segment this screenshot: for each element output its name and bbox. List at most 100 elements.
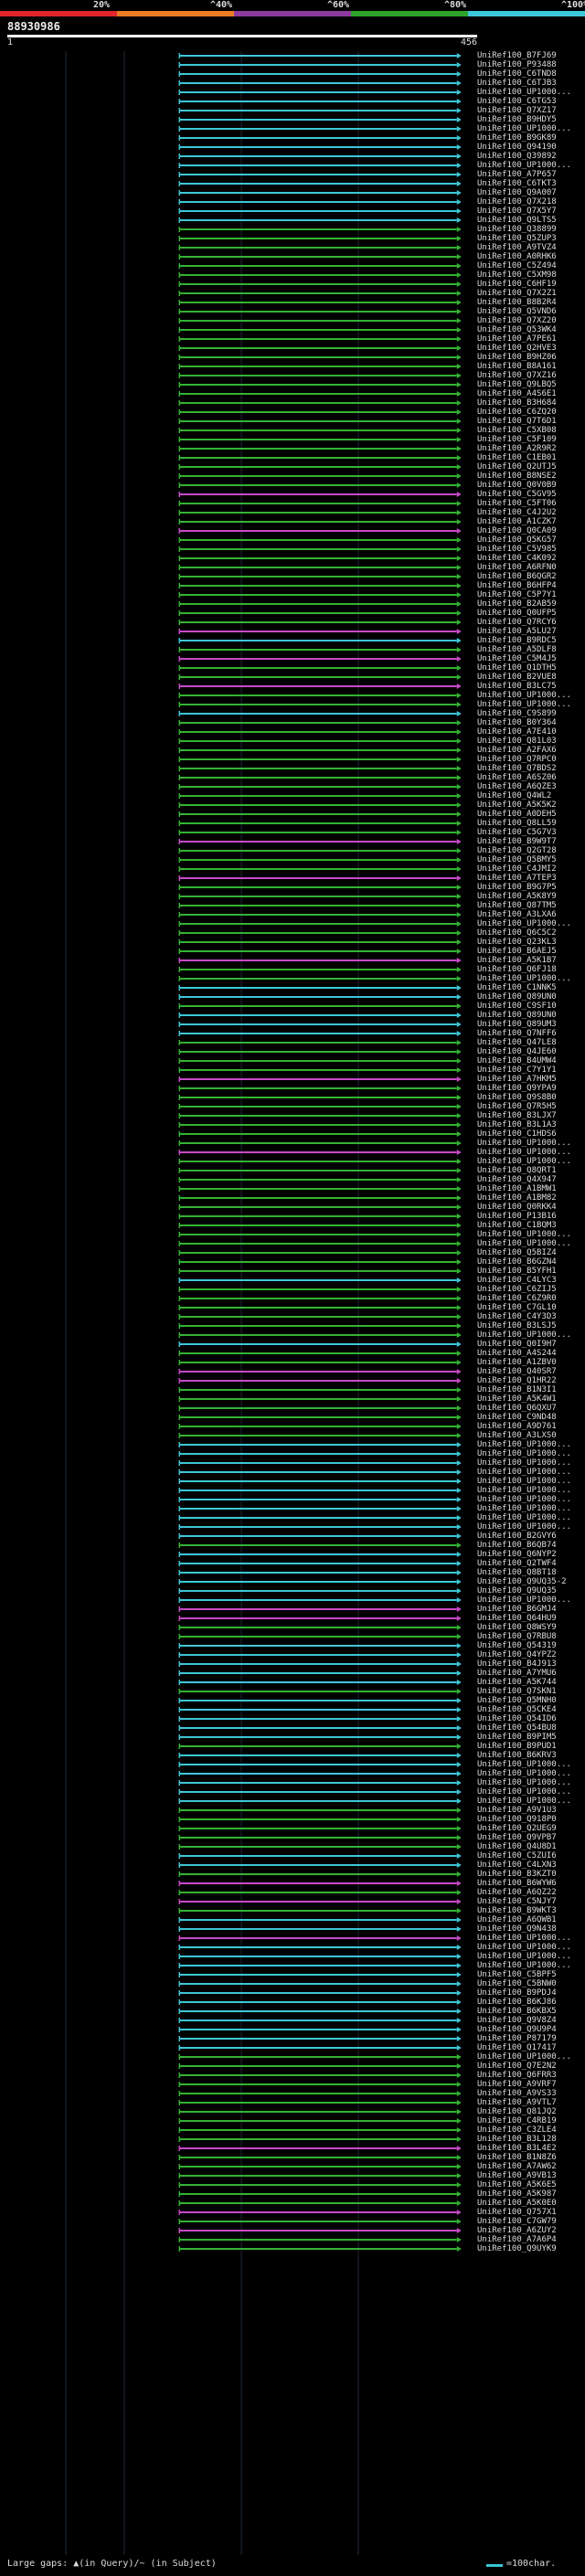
hit-label[interactable]: UniRef100_B7FJ69	[477, 51, 557, 60]
hit-label[interactable]: UniRef100_UP1000...	[477, 1495, 571, 1504]
hit-label[interactable]: UniRef100_C1NNK5	[477, 983, 557, 992]
hit-label[interactable]: UniRef100_A7TEP3	[477, 874, 557, 883]
hit-label[interactable]: UniRef100_UP1000...	[477, 1760, 571, 1769]
hit-label[interactable]: UniRef100_Q5BIZ4	[477, 1248, 557, 1257]
hit-label[interactable]: UniRef100_Q6NYP2	[477, 1550, 557, 1559]
hit-label[interactable]: UniRef100_C1BQM3	[477, 1221, 557, 1230]
hit-label[interactable]: UniRef100_B1N3I1	[477, 1385, 557, 1394]
hit-label[interactable]: UniRef100_A5K5K2	[477, 800, 557, 810]
hit-label[interactable]: UniRef100_Q7BDS2	[477, 764, 557, 773]
hit-label[interactable]: UniRef100_Q89UM3	[477, 1020, 557, 1029]
hit-label[interactable]: UniRef100_C4K092	[477, 554, 557, 563]
hit-label[interactable]: UniRef100_A5K0E0	[477, 2199, 557, 2208]
hit-label[interactable]: UniRef100_B9PUD1	[477, 1742, 557, 1751]
hit-label[interactable]: UniRef100_UP1000...	[477, 919, 571, 928]
hit-label[interactable]: UniRef100_C6TJB3	[477, 79, 557, 88]
hit-label[interactable]: UniRef100_Q9N438	[477, 1924, 557, 1934]
hit-label[interactable]: UniRef100_A7HKM5	[477, 1075, 557, 1084]
hit-label[interactable]: UniRef100_UP1000...	[477, 1148, 571, 1157]
hit-label[interactable]: UniRef100_C6TND8	[477, 69, 557, 79]
hit-label[interactable]: UniRef100_C5BNW0	[477, 1979, 557, 1988]
hit-label[interactable]: UniRef100_Q2TWF4	[477, 1559, 557, 1568]
hit-label[interactable]: UniRef100_UP1000...	[477, 1139, 571, 1148]
hit-label[interactable]: UniRef100_C5BPF5	[477, 1970, 557, 1979]
hit-label[interactable]: UniRef100_C5P7Y1	[477, 590, 557, 599]
hit-label[interactable]: UniRef100_C4Y3D3	[477, 1312, 557, 1321]
hit-label[interactable]: UniRef100_Q5MNH0	[477, 1696, 557, 1705]
hit-label[interactable]: UniRef100_A6QZE3	[477, 782, 557, 791]
hit-label[interactable]: UniRef100_B9GK89	[477, 133, 557, 143]
hit-label[interactable]: UniRef100_C4JMI2	[477, 864, 557, 874]
hit-label[interactable]: UniRef100_Q47LE8	[477, 1038, 557, 1047]
hit-label[interactable]: UniRef100_Q1DTH5	[477, 663, 557, 673]
hit-label[interactable]: UniRef100_B8NSE2	[477, 472, 557, 481]
hit-label[interactable]: UniRef100_A6QWB1	[477, 1915, 557, 1924]
hit-label[interactable]: UniRef100_UP1000...	[477, 1157, 571, 1166]
hit-label[interactable]: UniRef100_B3LSJ5	[477, 1321, 557, 1330]
hit-label[interactable]: UniRef100_UP1000...	[477, 1513, 571, 1522]
hit-label[interactable]: UniRef100_Q5KG57	[477, 535, 557, 545]
hit-label[interactable]: UniRef100_Q23KL3	[477, 938, 557, 947]
hit-label[interactable]: UniRef100_Q2UEG9	[477, 1824, 557, 1833]
hit-label[interactable]: UniRef100_A7P657	[477, 170, 557, 179]
hit-label[interactable]: UniRef100_Q757X1	[477, 2208, 557, 2217]
hit-label[interactable]: UniRef100_Q7RCY6	[477, 618, 557, 627]
hit-label[interactable]: UniRef100_UP1000...	[477, 1468, 571, 1477]
hit-label[interactable]: UniRef100_Q81L03	[477, 737, 557, 746]
hit-label[interactable]: UniRef100_C4LYC3	[477, 1276, 557, 1285]
hit-label[interactable]: UniRef100_C6HF19	[477, 280, 557, 289]
hit-label[interactable]: UniRef100_P93488	[477, 60, 557, 69]
hit-label[interactable]: UniRef100_A9VB13	[477, 2171, 557, 2180]
hit-label[interactable]: UniRef100_A7AW62	[477, 2162, 557, 2171]
hit-label[interactable]: UniRef100_UP1000...	[477, 1787, 571, 1797]
hit-label[interactable]: UniRef100_A0DEH5	[477, 810, 557, 819]
hit-label[interactable]: UniRef100_B2VUE8	[477, 673, 557, 682]
hit-label[interactable]: UniRef100_Q7XZ16	[477, 371, 557, 380]
hit-label[interactable]: UniRef100_C5GV95	[477, 490, 557, 499]
hit-label[interactable]: UniRef100_B6KJ86	[477, 1998, 557, 2007]
hit-label[interactable]: UniRef100_Q2HVE3	[477, 344, 557, 353]
hit-label[interactable]: UniRef100_A9VRF7	[477, 2080, 557, 2089]
hit-label[interactable]: UniRef100_C6TG53	[477, 97, 557, 106]
hit-label[interactable]: UniRef100_UP1000...	[477, 1477, 571, 1486]
hit-label[interactable]: UniRef100_UP1000...	[477, 691, 571, 700]
hit-label[interactable]: UniRef100_Q7NFF6	[477, 1029, 557, 1038]
hit-label[interactable]: UniRef100_B1N8Z6	[477, 2153, 557, 2162]
hit-label[interactable]: UniRef100_C5G7V3	[477, 828, 557, 837]
hit-label[interactable]: UniRef100_A7YMU6	[477, 1669, 557, 1678]
hit-label[interactable]: UniRef100_C5FT06	[477, 499, 557, 508]
hit-label[interactable]: UniRef100_A9VS33	[477, 2089, 557, 2098]
hit-label[interactable]: UniRef100_Q4JE60	[477, 1047, 557, 1056]
hit-label[interactable]: UniRef100_B2AB59	[477, 599, 557, 609]
hit-label[interactable]: UniRef100_UP1000...	[477, 1239, 571, 1248]
hit-label[interactable]: UniRef100_Q6QXU7	[477, 1404, 557, 1413]
hit-label[interactable]: UniRef100_Q2GT28	[477, 846, 557, 855]
hit-label[interactable]: UniRef100_UP1000...	[477, 1797, 571, 1806]
hit-label[interactable]: UniRef100_A5K1B7	[477, 956, 557, 965]
hit-label[interactable]: UniRef100_B6QB74	[477, 1541, 557, 1550]
hit-label[interactable]: UniRef100_A9TVZ4	[477, 243, 557, 252]
hit-label[interactable]: UniRef100_Q9YPA9	[477, 1084, 557, 1093]
hit-label[interactable]: UniRef100_C1HDS6	[477, 1129, 557, 1139]
hit-label[interactable]: UniRef100_B6KBX5	[477, 2007, 557, 2016]
hit-label[interactable]: UniRef100_C5NJY7	[477, 1897, 557, 1906]
hit-label[interactable]: UniRef100_Q54BU8	[477, 1723, 557, 1733]
hit-label[interactable]: UniRef100_Q9UYK9	[477, 2244, 557, 2253]
hit-label[interactable]: UniRef100_A5K8Y9	[477, 892, 557, 901]
hit-label[interactable]: UniRef100_UP1000...	[477, 1330, 571, 1340]
hit-label[interactable]: UniRef100_Q7XZ20	[477, 316, 557, 325]
hit-label[interactable]: UniRef100_B9G7P5	[477, 883, 557, 892]
hit-label[interactable]: UniRef100_A4S244	[477, 1349, 557, 1358]
hit-label[interactable]: UniRef100_B9PDJ4	[477, 1988, 557, 1998]
hit-label[interactable]: UniRef100_Q0CA09	[477, 526, 557, 535]
hit-label[interactable]: UniRef100_Q4YPZ2	[477, 1650, 557, 1659]
hit-label[interactable]: UniRef100_A5K6E5	[477, 2180, 557, 2189]
hit-label[interactable]: UniRef100_Q5VND6	[477, 307, 557, 316]
hit-label[interactable]: UniRef100_A2R9R2	[477, 444, 557, 453]
hit-label[interactable]: UniRef100_Q94190	[477, 143, 557, 152]
hit-label[interactable]: UniRef100_B9HZ06	[477, 353, 557, 362]
hit-label[interactable]: UniRef100_Q7RPC0	[477, 755, 557, 764]
hit-label[interactable]: UniRef100_B4UMW4	[477, 1056, 557, 1065]
hit-label[interactable]: UniRef100_UP1000...	[477, 1952, 571, 1961]
hit-label[interactable]: UniRef100_B8B2R4	[477, 298, 557, 307]
